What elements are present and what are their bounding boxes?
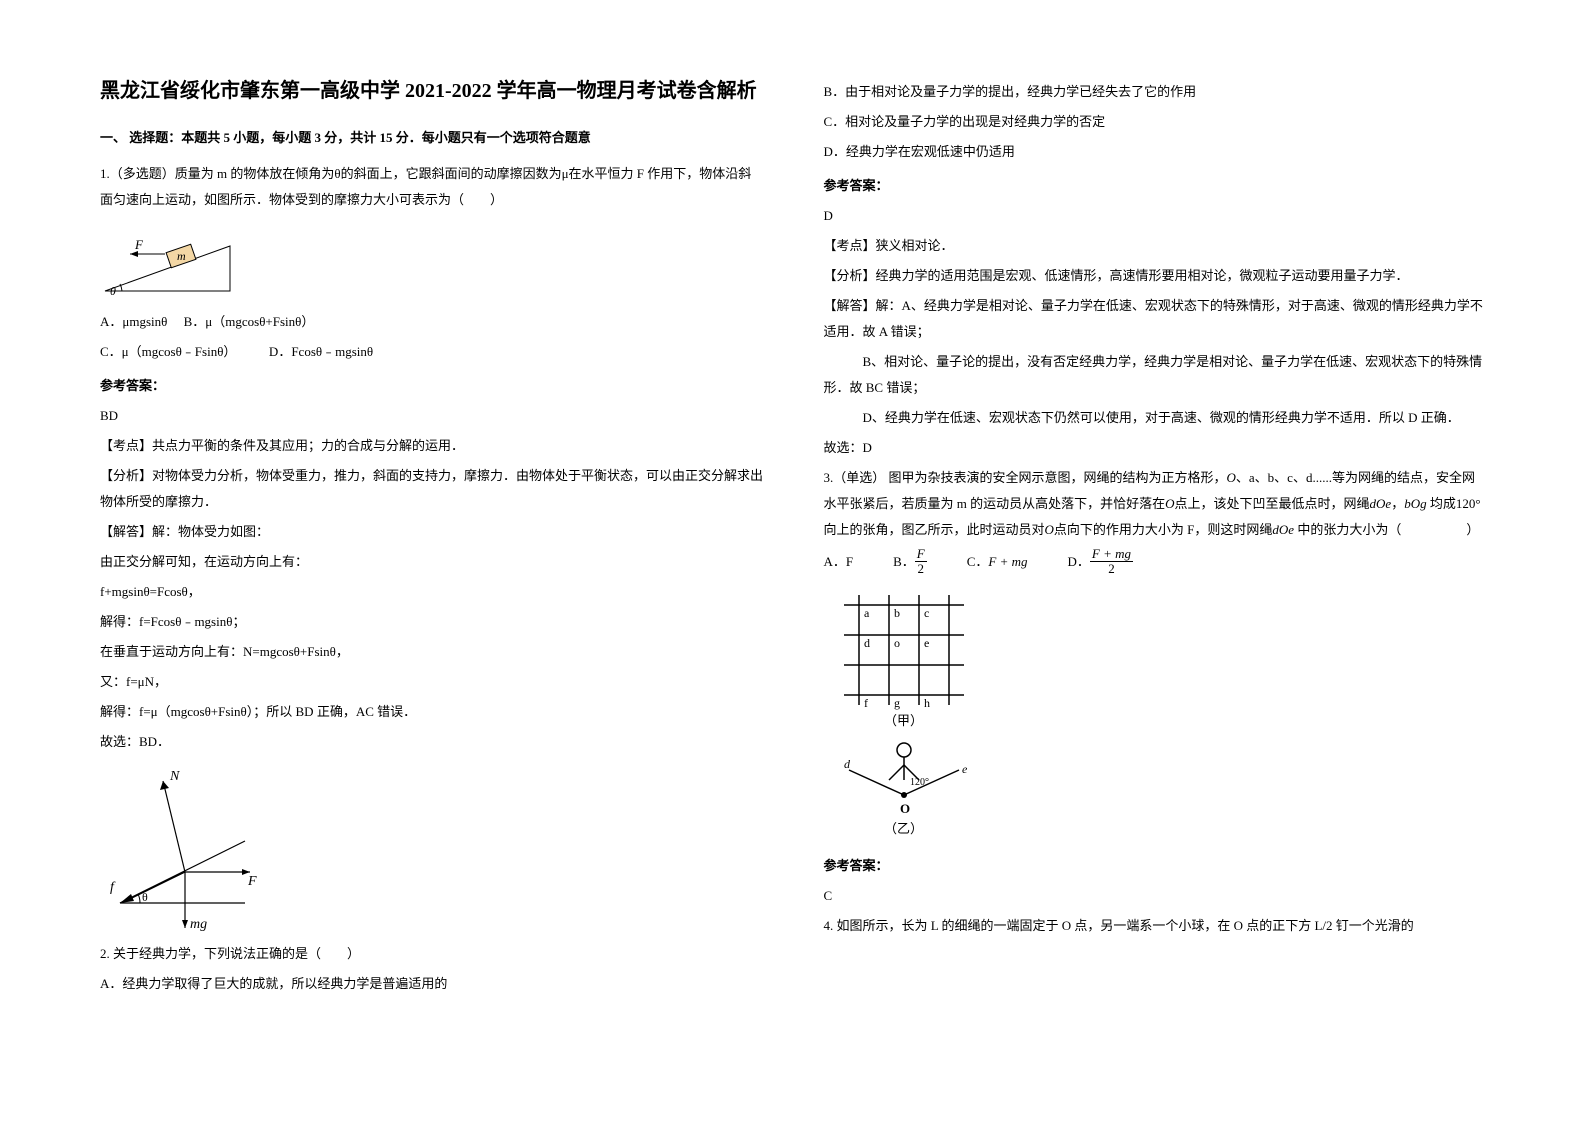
q3-s6: 点向下的作用力大小为 F，则这时网绳 [1054,522,1272,537]
q3-bog: bOg [1404,496,1426,511]
q2-A: A．经典力学取得了巨大的成就，所以经典力学是普遍适用的 [100,971,764,997]
q2-C: C．相对论及量子力学的出现是对经典力学的否定 [824,109,1488,135]
ref-answer-label: 参考答案： [100,373,764,399]
q3-doe: dOe [1370,496,1392,511]
label-mg: mg [190,917,207,932]
q3-s7: 中的张力大小为（ ） [1294,522,1479,537]
label-m: m [177,249,186,263]
q3-diagram: a b c d o e f g h （甲） d e 120° O （乙） [824,585,1024,845]
q2-sel: 故选：D [824,435,1488,461]
q1-jd3: 解得：f=Fcosθ﹣mgsinθ； [100,609,764,635]
q3-optD: D． F + mg 2 [1068,547,1134,577]
q1-force-diagram: N F f mg θ [100,763,270,933]
q2-jdD: D、经典力学在低速、宏观状态下仍然可以使用，对于高速、微观的情形经典力学不适用．… [824,405,1488,431]
lbl-c: c [924,606,929,620]
label-N: N [169,769,180,784]
q3-O3: O [1045,522,1054,537]
q1-jd6: 解得：f=μ（mgcosθ+Fsinθ）；所以 BD 正确，AC 错误． [100,699,764,725]
lbl-b: b [894,606,900,620]
q1-jd7: 故选：BD． [100,729,764,755]
lbl-yi: （乙） [884,821,923,836]
q1-optCD: C．μ（mgcosθ﹣Fsinθ） D．Fcosθ﹣mgsinθ [100,339,764,365]
q2-fx: 【分析】经典力学的适用范围是宏观、低速情形，高速情形要用相对论，微观粒子运动要用… [824,263,1488,289]
q1-stem: 1.（多选题）质量为 m 的物体放在倾角为θ的斜面上，它跟斜面间的动摩擦因数为μ… [100,161,764,213]
lbl-d2: d [844,757,851,771]
label-F2: F [247,874,257,889]
label-f: f [110,880,116,895]
q2-D: D．经典力学在宏观低速中仍适用 [824,139,1488,165]
Fmg: F + mg [988,549,1027,575]
num-F: F [915,547,927,562]
q2-jdA: 【解答】解：A、经典力学是相对论、量子力学在低速、宏观状态下的特殊情形，对于高速… [824,293,1488,345]
q2-jdB: B、相对论、量子论的提出，没有否定经典力学，经典力学是相对论、量子力学在低速、宏… [824,349,1488,401]
doc-title: 黑龙江省绥化市肇东第一高级中学 2021-2022 学年高一物理月考试卷含解析 [100,75,764,107]
lbl-jia: （甲） [884,713,923,728]
lbl-O2: O [900,801,910,816]
frac-Fmg-2: F + mg 2 [1090,547,1133,577]
frac-F-2: F 2 [915,547,927,577]
q3-options: A．F B． F 2 C． F + mg D． F + mg 2 [824,547,1488,577]
q3-s4: ， [1391,496,1404,511]
lbl-h: h [924,696,930,710]
q3-s3: 点上，该处下凹至最低点时，网绳 [1175,496,1370,511]
q1-jd4: 在垂直于运动方向上有：N=mgcosθ+Fsinθ， [100,639,764,665]
q3-optC: C． F + mg [967,549,1028,575]
lbl-e: e [924,636,929,650]
q1-kd: 【考点】共点力平衡的条件及其应用；力的合成与分解的运用． [100,433,764,459]
q3-s1: 3.（单选） 图甲为杂技表演的安全网示意图，网绳的结构为正方格形， [824,470,1227,485]
q2-stem: 2. 关于经典力学，下列说法正确的是（ ） [100,941,764,967]
q3-stem: 3.（单选） 图甲为杂技表演的安全网示意图，网绳的结构为正方格形，O、a、b、c… [824,465,1488,543]
q1-optAB: A．μmgsinθ B．μ（mgcosθ+Fsinθ） [100,309,764,335]
q3-optB-label: B． [893,549,915,575]
den-2b: 2 [1106,562,1117,576]
q1-jd1: 由正交分解可知，在运动方向上有： [100,549,764,575]
lbl-d: d [864,636,870,650]
q2-kd: 【考点】狭义相对论． [824,233,1488,259]
lbl-a: a [864,606,870,620]
lbl-g: g [894,696,900,710]
q3-doe2: dOe [1272,522,1294,537]
q1-jd5: 又：f=μN， [100,669,764,695]
q1-incline-diagram: F m θ [100,221,240,301]
q1-fx: 【分析】对物体受力分析，物体受重力，推力，斜面的支持力，摩擦力．由物体处于平衡状… [100,463,764,515]
q3-optA: A．F [824,549,854,575]
q3-optB: B． F 2 [893,547,927,577]
q3-O1: O [1227,470,1236,485]
lbl-f: f [864,696,868,710]
q1-answer: BD [100,403,764,429]
ref-answer-label-2: 参考答案： [824,173,1488,199]
q3-optC-label: C． [967,549,989,575]
q1-jd2: f+mgsinθ=Fcosθ， [100,579,764,605]
q3-answer: C [824,883,1488,909]
num-Fmg: F + mg [1090,547,1133,562]
left-column: 黑龙江省绥化市肇东第一高级中学 2021-2022 学年高一物理月考试卷含解析 … [100,75,764,1047]
den-2: 2 [916,562,927,576]
ref-answer-label-3: 参考答案： [824,853,1488,879]
q3-O2: O [1165,496,1174,511]
section-heading: 一、 选择题：本题共 5 小题，每小题 3 分，共计 15 分．每小题只有一个选… [100,125,764,151]
q3-optD-label: D． [1068,549,1090,575]
q2-B: B．由于相对论及量子力学的提出，经典力学已经失去了它的作用 [824,79,1488,105]
label-theta2: θ [142,890,148,904]
right-column: B．由于相对论及量子力学的提出，经典力学已经失去了它的作用 C．相对论及量子力学… [824,75,1488,1047]
q4-stem: 4. 如图所示，长为 L 的细绳的一端固定于 O 点，另一端系一个小球，在 O … [824,913,1488,939]
q1-jd0: 【解答】解：物体受力如图： [100,519,764,545]
lbl-ang: 120° [910,777,929,788]
lbl-e2: e [962,762,968,776]
lbl-o: o [894,636,900,650]
label-F: F [134,237,144,252]
label-theta: θ [110,284,116,298]
q2-answer: D [824,203,1488,229]
